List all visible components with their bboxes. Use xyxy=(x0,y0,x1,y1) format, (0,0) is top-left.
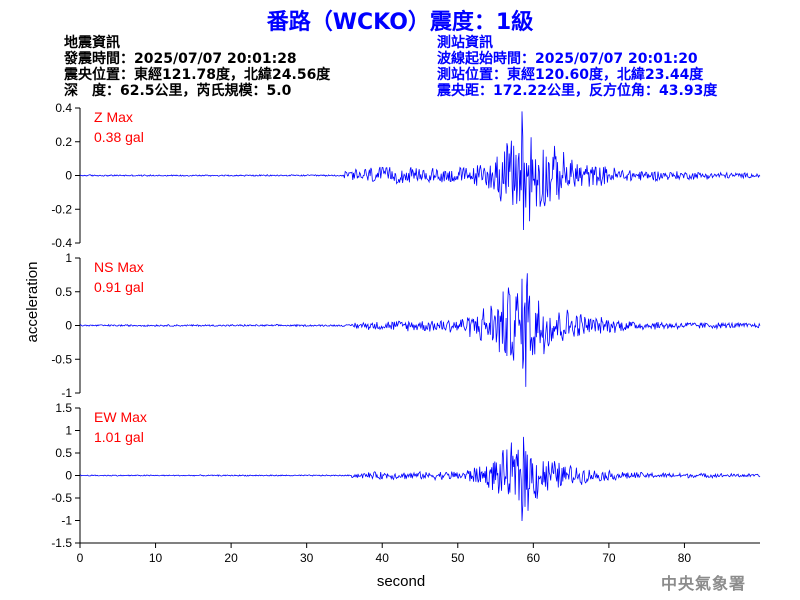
max-label-ns: NS Max xyxy=(94,259,144,275)
waveform-start-time: 波線起始時間：2025/07/07 20:01:20 xyxy=(437,51,698,67)
y-tick-label-ns: 0.5 xyxy=(55,285,72,299)
station-info-block: 測站資訊 波線起始時間：2025/07/07 20:01:20 測站位置：東經1… xyxy=(437,35,717,99)
x-tick-label: 70 xyxy=(602,551,616,565)
y-tick-label-z: -0.2 xyxy=(51,202,72,216)
y-tick-label-ew: -1.5 xyxy=(51,536,72,550)
max-value-ew: 1.01 gal xyxy=(94,429,144,445)
event-info-block: 地震資訊 發震時間：2025/07/07 20:01:28 震央位置：東經121… xyxy=(64,35,330,99)
y-tick-label-ew: -1 xyxy=(61,514,72,528)
y-tick-label-ns: 1 xyxy=(65,251,72,265)
y-tick-label-ew: 0 xyxy=(65,469,72,483)
epicentral-distance: 震央距：172.22公里，反方位角：43.93度 xyxy=(437,83,718,99)
chart-title: 番路（WCKO）震度：1級 xyxy=(266,10,534,35)
y-tick-label-z: -0.4 xyxy=(51,236,72,250)
x-tick-label: 40 xyxy=(376,551,390,565)
station-info-heading: 測站資訊 xyxy=(437,35,493,51)
x-tick-label: 60 xyxy=(527,551,541,565)
y-tick-label-ns: -1 xyxy=(61,386,72,400)
y-tick-label-z: 0.2 xyxy=(55,135,72,149)
waveform-ns xyxy=(79,273,761,387)
station-location: 測站位置：東經120.60度，北緯23.44度 xyxy=(437,67,704,83)
x-tick-label: 50 xyxy=(451,551,465,565)
event-origin-time: 發震時間：2025/07/07 20:01:28 xyxy=(64,51,297,67)
depth-magnitude: 深 度：62.5公里，芮氏規模：5.0 xyxy=(64,83,292,99)
x-tick-label: 20 xyxy=(224,551,238,565)
event-info-heading: 地震資訊 xyxy=(64,35,120,51)
agency-credit: 中央氣象署 xyxy=(660,574,746,593)
y-tick-label-ew: 0.5 xyxy=(55,446,72,460)
max-label-ew: EW Max xyxy=(94,409,147,425)
y-tick-label-z: 0.4 xyxy=(55,101,72,115)
epicenter-location: 震央位置：東經121.78度，北緯24.56度 xyxy=(64,67,331,83)
y-axis-label: acceleration xyxy=(24,262,41,343)
max-value-ns: 0.91 gal xyxy=(94,279,144,295)
y-tick-label-ns: 0 xyxy=(65,319,72,333)
y-tick-label-ew: 1.5 xyxy=(55,401,72,415)
waveform-z xyxy=(79,111,761,231)
max-label-z: Z Max xyxy=(94,109,133,125)
y-tick-label-ns: -0.5 xyxy=(51,352,72,366)
max-value-z: 0.38 gal xyxy=(94,129,144,145)
x-tick-label: 80 xyxy=(678,551,692,565)
y-tick-label-ew: -0.5 xyxy=(51,491,72,505)
x-tick-label: 0 xyxy=(77,551,84,565)
x-axis-label: second xyxy=(377,573,425,590)
x-tick-label: 30 xyxy=(300,551,314,565)
y-tick-label-ew: 1 xyxy=(65,424,72,438)
y-tick-label-z: 0 xyxy=(65,169,72,183)
waveform-ew xyxy=(79,436,761,522)
x-tick-label: 10 xyxy=(149,551,163,565)
